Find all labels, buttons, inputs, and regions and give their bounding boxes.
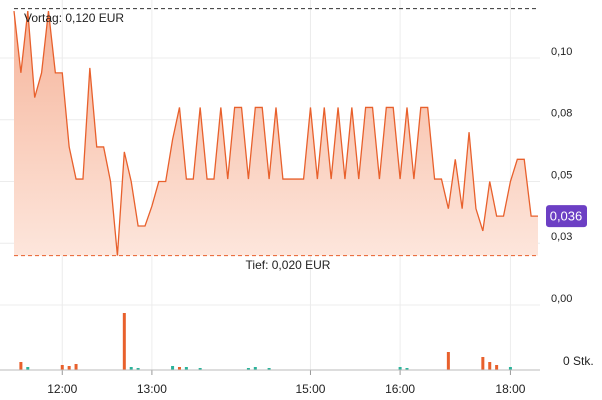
volume-bar	[253, 367, 257, 370]
last-price-label: 0,036	[550, 209, 583, 224]
y-tick-label: 0,08	[551, 108, 572, 120]
volume-bar	[177, 367, 181, 370]
volume-bar	[136, 368, 140, 370]
reference-label: Tief: 0,020 EUR	[246, 258, 331, 272]
reference-label: Vortag: 0,120 EUR	[24, 11, 124, 25]
volume-bar	[122, 313, 126, 370]
volume-bar	[481, 357, 485, 370]
x-tick-label: 16:00	[385, 382, 415, 396]
volume-bar	[446, 352, 450, 370]
x-tick-label: 15:00	[295, 382, 325, 396]
y-tick-label: 0,10	[551, 46, 572, 58]
volume-bar	[74, 364, 78, 370]
volume-bar	[67, 366, 71, 370]
x-tick-label: 13:00	[137, 382, 167, 396]
volume-tick-label: 0 Stk.	[563, 354, 594, 368]
volume-bar	[267, 368, 271, 370]
x-tick-label: 12:00	[47, 382, 77, 396]
volume-bar	[246, 368, 250, 370]
price-area	[14, 11, 538, 256]
volume-bar	[488, 362, 492, 370]
y-tick-label: 0,03	[551, 231, 572, 243]
volume-bar	[495, 365, 499, 370]
last-price-badge	[546, 205, 587, 228]
volume-bar	[184, 367, 188, 370]
volume-bar	[19, 362, 23, 370]
volume-bar	[171, 366, 175, 370]
volume-bar	[60, 365, 64, 370]
volume-bar	[398, 367, 402, 370]
volume-bar	[129, 367, 133, 370]
y-tick-label: 0,05	[551, 169, 572, 181]
volume-bar	[26, 367, 30, 370]
y-tick-label: 0,00	[551, 293, 572, 305]
volume-bar	[508, 367, 512, 370]
volume-bar	[198, 368, 202, 370]
price-line	[13, 11, 538, 256]
volume-bar	[405, 368, 409, 370]
x-tick-label: 18:00	[495, 382, 525, 396]
